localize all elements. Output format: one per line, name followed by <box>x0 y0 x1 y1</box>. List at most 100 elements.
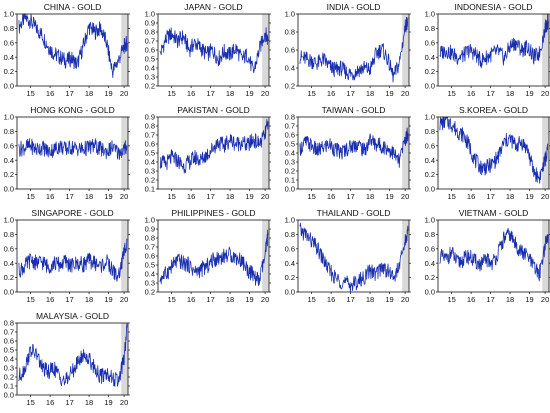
y-tick-label: 0.2 <box>425 273 435 282</box>
y-tick-label: 0.6 <box>285 131 295 140</box>
x-tick-label: 20 <box>120 295 128 304</box>
y-tick-label: 0.5 <box>4 346 14 355</box>
y-tick-label: 1.0 <box>425 113 435 122</box>
y-tick-label: 0.4 <box>285 259 295 268</box>
y-tick-label: 1.0 <box>425 10 435 19</box>
y-tick-label: 0.4 <box>145 158 155 167</box>
chart-panel: PHILIPPINES - GOLD 0.2 0.3 0.4 0.5 0.6 0.7 0.8 0… <box>141 206 277 309</box>
x-tick-label: 17 <box>65 398 73 407</box>
plot-frame <box>437 219 550 293</box>
y-tick-label: 0.0 <box>4 288 14 297</box>
x-tick-label: 17 <box>486 192 494 201</box>
x-tick-label: 19 <box>104 89 112 98</box>
y-tick-label: 1.0 <box>145 10 155 19</box>
y-tick-label: 0.7 <box>4 328 14 337</box>
y-tick-label: 0.7 <box>285 122 295 131</box>
chart-panel: JAPAN - GOLD 0.2 0.3 0.4 0.5 0.6 0.7 0.8 0.9 1.0 1… <box>141 0 277 103</box>
y-tick-label: 0.4 <box>4 53 14 62</box>
y-tick-label: 0.2 <box>4 273 14 282</box>
x-tick-label: 15 <box>26 295 34 304</box>
y-tick-label: 0.0 <box>425 82 435 91</box>
y-tick-label: 1.0 <box>4 216 14 225</box>
x-tick-label: 19 <box>385 295 393 304</box>
x-tick-label: 19 <box>245 89 253 98</box>
chart-svg: 0.0 0.2 0.4 0.6 0.8 1.0 15 16 17 18 19 20 <box>425 216 550 304</box>
y-tick-label: 0.8 <box>145 234 155 243</box>
chart-svg: 0.00.10.20.30.40.50.60.70.8 15 16 17 18 19 20 <box>4 319 130 407</box>
chart-svg: 0.0 0.2 0.4 0.6 0.8 1.0 15 16 17 18 19 20 <box>285 216 411 304</box>
x-tick-label: 18 <box>85 295 93 304</box>
x-tick-label: 19 <box>525 295 533 304</box>
y-tick-label: 0.7 <box>145 243 155 252</box>
y-tick-label: 0.6 <box>145 140 155 149</box>
y-tick-label: 0.2 <box>145 82 155 91</box>
chart-title: TAIWAN - GOLD <box>321 105 386 115</box>
y-tick-label: 0.6 <box>4 337 14 346</box>
x-tick-label: 17 <box>346 89 354 98</box>
highlight-band <box>402 220 409 292</box>
x-tick-label: 20 <box>401 192 409 201</box>
x-tick-label: 19 <box>104 295 112 304</box>
x-tick-label: 20 <box>541 89 549 98</box>
x-tick-label: 20 <box>120 89 128 98</box>
x-tick-label: 17 <box>206 295 214 304</box>
series-line <box>299 222 409 293</box>
x-tick-label: 20 <box>120 192 128 201</box>
y-tick-label: 0.6 <box>425 244 435 253</box>
chart-title: CHINA - GOLD <box>43 2 102 12</box>
highlight-band <box>262 220 269 292</box>
x-tick-label: 17 <box>346 295 354 304</box>
y-tick-label: 0.6 <box>285 244 295 253</box>
chart-svg: 0.20.30.40.50.60.70.80.91.0 15 16 17 18 19 20 <box>145 216 271 304</box>
chart-svg: 0.0 0.2 0.4 0.6 0.8 1.0 15 16 17 18 19 20 <box>425 10 550 98</box>
x-tick-label: 16 <box>187 295 195 304</box>
x-tick-label: 16 <box>467 192 475 201</box>
chart-svg: 0.2 0.4 0.6 0.8 1.0 15 16 17 18 19 20 <box>285 10 411 98</box>
y-tick-label: 0.8 <box>145 28 155 37</box>
chart-title: SINGAPORE - GOLD <box>31 208 114 218</box>
y-tick-label: 0.8 <box>4 319 14 328</box>
x-tick-label: 19 <box>525 192 533 201</box>
x-tick-label: 18 <box>366 192 374 201</box>
x-tick-label: 18 <box>85 192 93 201</box>
x-tick-label: 19 <box>104 192 112 201</box>
series-line <box>159 119 269 174</box>
y-tick-label: 0.2 <box>425 170 435 179</box>
chart-panel: TAIWAN - GOLD 0.0 0.1 0.2 0.3 0.4 0.5 0.6 0.7 0.8… <box>281 103 417 206</box>
highlight-band <box>542 14 549 86</box>
y-tick-label: 0.6 <box>145 46 155 55</box>
chart-svg: 0.0 0.2 0.4 0.6 0.8 1.0 15 16 17 18 19 20 <box>4 113 130 201</box>
y-tick-label: 0.8 <box>4 24 14 33</box>
x-tick-label: 16 <box>187 89 195 98</box>
y-tick-label: 0.5 <box>285 140 295 149</box>
x-tick-label: 15 <box>447 295 455 304</box>
highlight-band <box>402 117 409 189</box>
x-tick-label: 16 <box>187 192 195 201</box>
x-tick-label: 19 <box>104 398 112 407</box>
x-tick-label: 20 <box>401 89 409 98</box>
y-tick-label: 0.2 <box>145 176 155 185</box>
y-tick-label: 0.8 <box>285 113 295 122</box>
y-tick-label: 0.0 <box>285 185 295 194</box>
y-tick-label: 0.9 <box>145 225 155 234</box>
y-tick-label: 0.4 <box>285 64 295 73</box>
chart-title: MALAYSIA - GOLD <box>35 311 110 321</box>
y-tick-label: 0.7 <box>145 37 155 46</box>
chart-svg: 0.0 0.2 0.4 0.6 0.8 1.0 15 16 17 18 19 20 <box>4 10 130 98</box>
x-tick-label: 20 <box>261 192 269 201</box>
x-tick-label: 15 <box>26 89 34 98</box>
y-tick-label: 0.8 <box>4 127 14 136</box>
chart-title: JAPAN - GOLD <box>184 2 243 12</box>
y-tick-label: 0.0 <box>4 82 14 91</box>
y-tick-label: 0.6 <box>425 38 435 47</box>
series-line <box>18 238 128 282</box>
x-tick-label: 17 <box>65 89 73 98</box>
y-tick-label: 1.0 <box>145 216 155 225</box>
x-tick-label: 15 <box>167 89 175 98</box>
chart-panel: INDONESIA - GOLD 0.0 0.2 0.4 0.6 0.8 1.0 15 16 17… <box>421 0 550 103</box>
series-line <box>299 127 409 168</box>
x-tick-label: 20 <box>261 295 269 304</box>
highlight-band <box>121 117 128 189</box>
y-tick-label: 0.6 <box>145 252 155 261</box>
plot-frame <box>437 116 550 190</box>
